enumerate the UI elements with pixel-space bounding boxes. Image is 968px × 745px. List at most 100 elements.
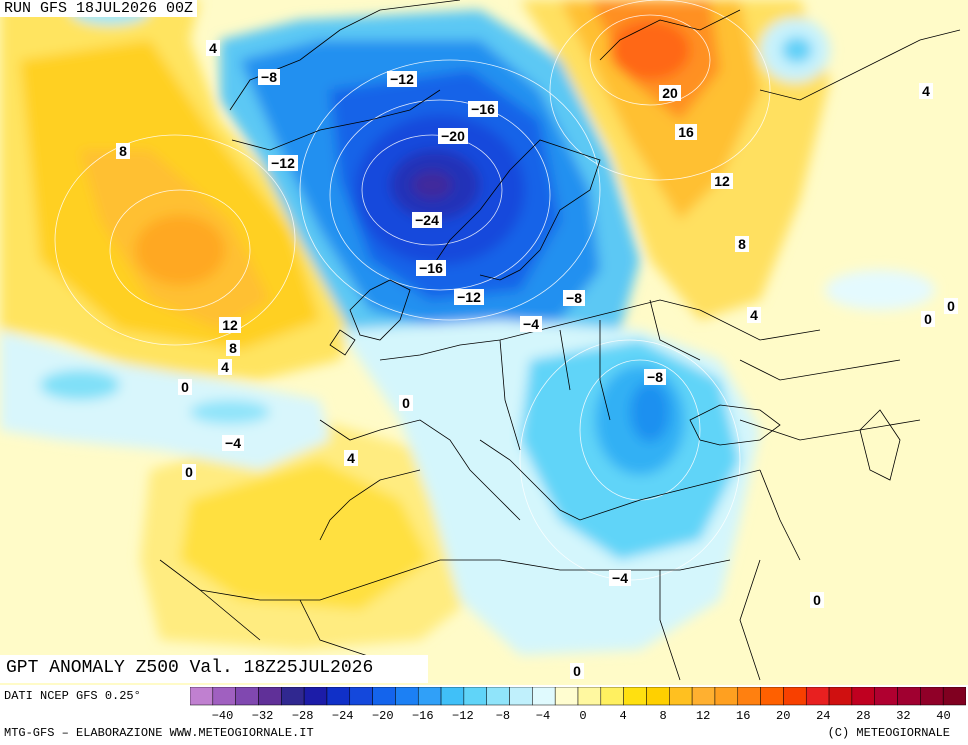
contour-label-bg xyxy=(116,143,130,159)
contour-label: −8 xyxy=(261,69,277,85)
contour-label: 4 xyxy=(922,83,930,99)
contour-label-bg xyxy=(399,395,413,411)
colorbar-swatch xyxy=(258,687,282,706)
colorbar-tick-label: 12 xyxy=(696,709,710,721)
colorbar-swatch xyxy=(691,687,716,706)
contour-label-bg xyxy=(258,69,280,85)
contour-label: 0 xyxy=(402,395,410,411)
contour-label-bg xyxy=(810,592,824,608)
contour-label: 0 xyxy=(185,464,193,480)
russia-coast xyxy=(599,9,961,101)
contour-label: 8 xyxy=(119,143,127,159)
contour-label-bg xyxy=(659,85,681,101)
contour-label-bg xyxy=(412,212,442,228)
colorbar-swatch xyxy=(281,687,305,706)
colorbar: −40 −32 −28 −24 −20 −16 −12 −8 −4 0 4 8 12 16 20 24 28 32… xyxy=(190,687,966,721)
colorbar-swatch xyxy=(532,687,556,706)
contour-label-bg xyxy=(344,450,358,466)
borders xyxy=(199,299,921,681)
contour-label-bg xyxy=(178,379,192,395)
colorbar-tick-label: 8 xyxy=(660,709,667,721)
contour-label: −12 xyxy=(457,289,481,305)
contour-label-bg xyxy=(921,311,935,327)
colorbar-swatch xyxy=(783,687,807,706)
colorbar-swatch xyxy=(554,687,579,706)
credit-label: MTG-GFS – ELABORAZIONE WWW.METEOGIORNALE… xyxy=(4,726,314,740)
colorbar-swatch xyxy=(190,687,214,706)
contour-label: 0 xyxy=(924,311,932,327)
colorbar-swatch xyxy=(326,687,351,706)
colorbar-swatch xyxy=(372,687,396,706)
contour-label-bg xyxy=(468,101,498,117)
anomaly-map: 4 −8 −12 20 −16 16 −20 8 −12 12 −24 8 −16 −12 −8 4 12 −4 8… xyxy=(0,0,968,685)
contour-label-bg xyxy=(222,435,244,451)
colorbar-swatch xyxy=(851,687,875,706)
contour-label-bg xyxy=(735,236,749,252)
contour-label-bg xyxy=(219,317,241,333)
contour-label-bg xyxy=(747,307,761,323)
colorbar-swatch xyxy=(714,687,739,706)
contour-label-bg xyxy=(182,464,196,480)
colorbar-tick-label: −32 xyxy=(252,709,274,721)
contour-label-bg xyxy=(609,570,631,586)
contour-label: −4 xyxy=(612,570,628,586)
contour-label-bg xyxy=(387,71,417,87)
copyright-label: (C) METEOGIORNALE xyxy=(827,726,950,740)
contour-label-bg xyxy=(438,128,468,144)
colorbar-swatch xyxy=(212,687,236,706)
colorbar-swatch xyxy=(805,687,830,706)
colorbar-swatch xyxy=(897,687,921,706)
colorbar-tick-label: −24 xyxy=(332,709,354,721)
contour-label: −4 xyxy=(523,316,539,332)
colorbar-swatch xyxy=(509,687,533,706)
contour-label: −12 xyxy=(271,155,295,171)
contour-label: 12 xyxy=(222,317,238,333)
contour-label: 0 xyxy=(181,379,189,395)
scandinavia-coast xyxy=(429,139,601,281)
data-source-label: DATI NCEP GFS 0.25° xyxy=(4,689,141,703)
contour-label: 8 xyxy=(229,340,237,356)
contour-label-bg xyxy=(206,40,220,56)
contour-label: 12 xyxy=(714,173,730,189)
contour-label: −20 xyxy=(441,128,465,144)
contour-label-bg xyxy=(218,359,232,375)
colorbar-swatch xyxy=(874,687,898,706)
contour-labels: 4 −8 −12 20 −16 16 −20 8 −12 12 −24 8 −16 −12 −8 4 12 −4 8… xyxy=(116,40,958,679)
colorbar-tick-label: 4 xyxy=(619,709,626,721)
british-isles-coast xyxy=(329,279,411,356)
colorbar-tick-label: −8 xyxy=(496,709,510,721)
colorbar-tick-label: −40 xyxy=(212,709,234,721)
contour-label-bg xyxy=(711,173,733,189)
contour-label: 4 xyxy=(347,450,355,466)
contour-label-bg xyxy=(268,155,298,171)
contour-label: 20 xyxy=(662,85,678,101)
contour-label-bg xyxy=(454,289,484,305)
contour-label: 4 xyxy=(750,307,758,323)
colorbar-tick-label: −28 xyxy=(292,709,314,721)
contour-label: −12 xyxy=(390,71,414,87)
colorbar-tick-label: −12 xyxy=(452,709,474,721)
colorbar-swatch xyxy=(463,687,487,706)
colorbar-swatch xyxy=(737,687,761,706)
colorbar-tick-label: −20 xyxy=(372,709,394,721)
colorbar-swatch xyxy=(349,687,373,706)
colorbar-swatch xyxy=(440,687,465,706)
contour-label: −16 xyxy=(419,260,443,276)
colorbar-swatch xyxy=(577,687,602,706)
run-label: RUN GFS 18JUL2026 00Z xyxy=(0,0,198,17)
contour-label-bg xyxy=(226,340,240,356)
colorbar-swatch xyxy=(417,687,442,706)
contour-label: 4 xyxy=(221,359,229,375)
colorbar-tick-label: 28 xyxy=(856,709,870,721)
colorbar-tick-label: 16 xyxy=(736,709,750,721)
contour-label: 16 xyxy=(678,124,694,140)
colorbar-tick-label: 40 xyxy=(936,709,950,721)
colorbar-swatch xyxy=(828,687,853,706)
contour-label: −24 xyxy=(415,212,439,228)
colorbar-swatch xyxy=(395,687,419,706)
contour-label: 0 xyxy=(947,298,955,314)
colorbar-swatch xyxy=(760,687,784,706)
map-title: GPT ANOMALY Z500 Val. 18Z25JUL2026 xyxy=(0,655,428,683)
colorbar-tick-label: 0 xyxy=(579,709,586,721)
contour-label-bg xyxy=(644,369,666,385)
